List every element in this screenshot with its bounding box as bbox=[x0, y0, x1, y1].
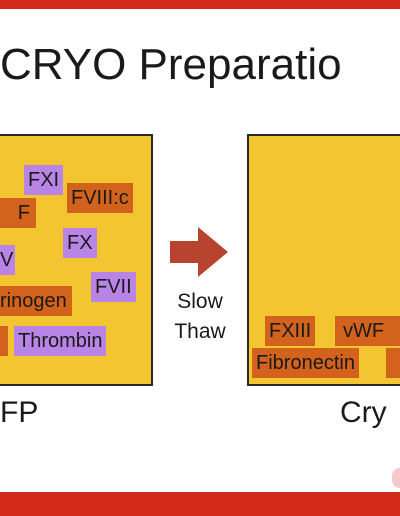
factor-tag: FXI bbox=[24, 165, 64, 195]
factor-tag-fragment bbox=[386, 348, 400, 378]
factor-tag-fragment bbox=[0, 326, 8, 356]
factor-tag: Fibronectin bbox=[252, 348, 359, 378]
factor-tag: FVIII:c bbox=[67, 183, 133, 213]
factor-tag: FX bbox=[63, 228, 97, 258]
arrow-label: Slow bbox=[177, 290, 223, 313]
bottom-band bbox=[0, 492, 400, 516]
arrow-shape bbox=[170, 227, 228, 277]
factor-tag: FXIII bbox=[265, 316, 316, 346]
arrow bbox=[170, 227, 228, 277]
factor-tag: F bbox=[0, 198, 36, 228]
factor-tag: vWF bbox=[335, 316, 400, 346]
top-band bbox=[0, 0, 400, 9]
factor-tag: Thrombin bbox=[14, 326, 107, 356]
arrow-label: Thaw bbox=[174, 320, 226, 343]
factor-tag: V bbox=[0, 245, 16, 275]
factor-tag: rinogen bbox=[0, 286, 72, 316]
panel-caption: FP bbox=[0, 396, 39, 429]
title: CRYO Preparatio bbox=[0, 40, 342, 89]
decoration bbox=[392, 468, 400, 488]
factor-tag: FVII bbox=[91, 272, 136, 302]
panel-caption: Cry bbox=[340, 396, 387, 429]
